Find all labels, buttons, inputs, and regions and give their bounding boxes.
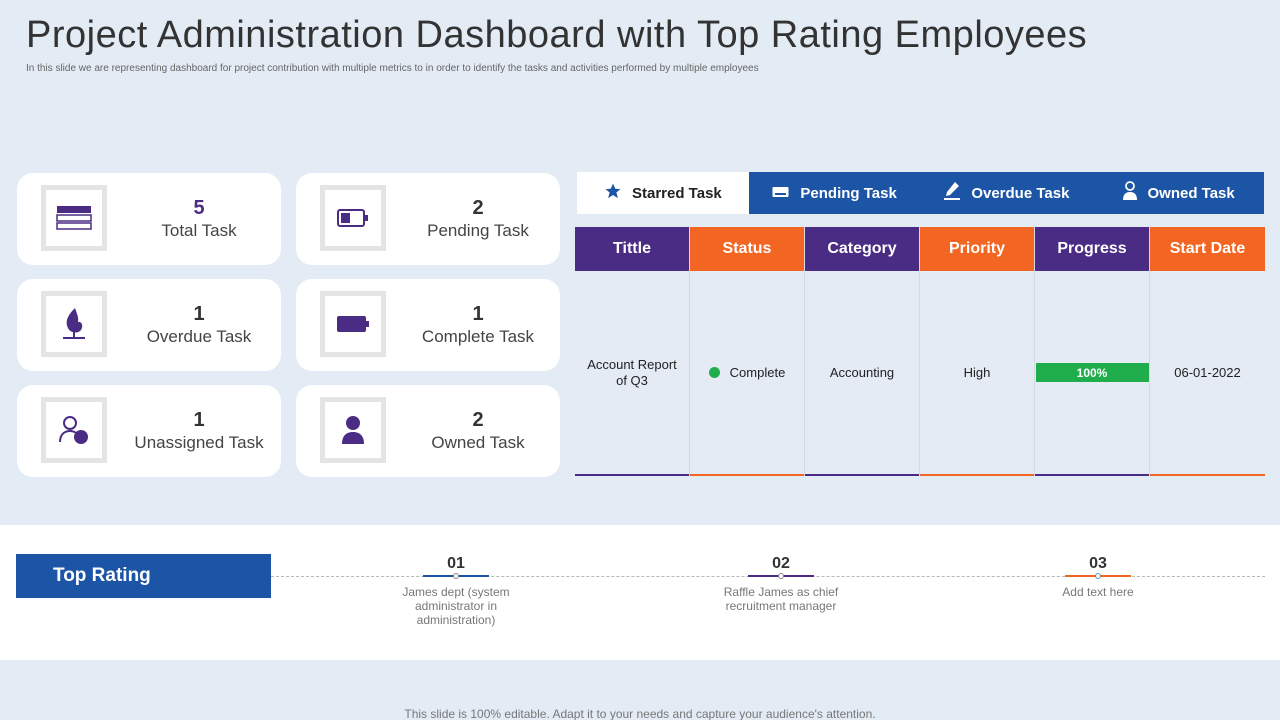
table-column-status: Status Complete xyxy=(690,227,805,476)
pen-icon xyxy=(943,181,961,205)
page-subtitle: In this slide we are representing dashbo… xyxy=(26,63,759,74)
battery-full-icon xyxy=(320,291,386,357)
tab-label: Owned Task xyxy=(1147,184,1235,202)
flame-icon xyxy=(41,291,107,357)
table-header: Priority xyxy=(920,227,1034,271)
tab-label: Starred Task xyxy=(631,184,722,202)
card-label: Total Task xyxy=(161,221,237,240)
rank-underline xyxy=(1065,573,1131,579)
table-column-category: Category Accounting xyxy=(805,227,920,476)
table-cell-title: Account Report of Q3 xyxy=(575,271,689,476)
table-cell-progress: 100% xyxy=(1035,271,1149,476)
card-total-task[interactable]: 5 Total Task xyxy=(17,173,281,265)
card-label: Owned Task xyxy=(431,433,525,452)
card-owned-task[interactable]: 2 Owned Task xyxy=(296,385,560,477)
rank-underline xyxy=(748,573,814,579)
tab-overdue-task[interactable]: Overdue Task xyxy=(920,172,1093,214)
card-label: Complete Task xyxy=(421,327,535,346)
tab-label: Overdue Task xyxy=(971,184,1070,202)
rank-number: 03 xyxy=(1089,555,1107,572)
user-icon xyxy=(320,397,386,463)
table-cell-category: Accounting xyxy=(805,271,919,476)
tab-owned-task[interactable]: Owned Task xyxy=(1092,172,1264,214)
card-unassigned-task[interactable]: 1 Unassigned Task xyxy=(17,385,281,477)
list-icon xyxy=(41,185,107,251)
tab-pending-task[interactable]: Pending Task xyxy=(748,172,921,214)
table-column-progress: Progress 100% xyxy=(1035,227,1150,476)
rank-number: 02 xyxy=(772,555,790,572)
tab-starred-task[interactable]: Starred Task xyxy=(577,172,749,214)
table-header: Progress xyxy=(1035,227,1149,271)
tab-label: Pending Task xyxy=(800,184,897,202)
table-column-start-date: Start Date 06-01-2022 xyxy=(1150,227,1265,476)
rank-item: 03 Add text here xyxy=(988,555,1208,599)
rank-description: Raffle James as chief recruitment manage… xyxy=(723,585,839,613)
card-value: 1 xyxy=(472,303,484,325)
table-column-title: Tittle Account Report of Q3 xyxy=(575,227,690,476)
rank-description: Add text here xyxy=(1062,585,1134,599)
progress-bar: 100% xyxy=(1035,363,1149,382)
card-value: 2 xyxy=(472,197,484,219)
battery-icon xyxy=(772,185,790,202)
card-value: 1 xyxy=(193,409,205,431)
rank-number: 01 xyxy=(447,555,465,572)
card-pending-task[interactable]: 2 Pending Task xyxy=(296,173,560,265)
card-value: 5 xyxy=(193,197,205,219)
page-title: Project Administration Dashboard with To… xyxy=(26,14,1088,56)
status-text: Complete xyxy=(729,364,786,380)
top-rating-label: Top Rating xyxy=(16,554,271,598)
table-header: Status xyxy=(690,227,804,271)
table-column-priority: Priority High xyxy=(920,227,1035,476)
card-value: 2 xyxy=(472,409,484,431)
rank-description: James dept (system administrator in admi… xyxy=(402,585,510,627)
table-cell-status: Complete xyxy=(690,271,804,476)
table-header: Start Date xyxy=(1150,227,1265,271)
card-label: Unassigned Task xyxy=(134,433,264,452)
users-icon xyxy=(41,397,107,463)
card-overdue-task[interactable]: 1 Overdue Task xyxy=(17,279,281,371)
table-cell-start-date: 06-01-2022 xyxy=(1150,271,1265,476)
footer-note: This slide is 100% editable. Adapt it to… xyxy=(404,707,876,720)
task-table: Tittle Account Report of Q3 Status Compl… xyxy=(575,227,1265,476)
card-value: 1 xyxy=(193,303,205,325)
status-dot-icon xyxy=(708,367,720,378)
task-tabs: Starred Task Pending Task Overdue Task O… xyxy=(577,172,1264,214)
rank-underline xyxy=(423,573,489,579)
top-rating-section: Top Rating 01 James dept (system adminis… xyxy=(0,525,1280,660)
user-icon xyxy=(1122,181,1138,205)
card-label: Overdue Task xyxy=(146,327,252,346)
rank-item: 01 James dept (system administrator in a… xyxy=(346,555,566,627)
battery-low-icon xyxy=(320,185,386,251)
table-header: Category xyxy=(805,227,919,271)
table-cell-priority: High xyxy=(920,271,1034,476)
table-header: Tittle xyxy=(575,227,689,271)
card-label: Pending Task xyxy=(427,221,529,240)
card-complete-task[interactable]: 1 Complete Task xyxy=(296,279,560,371)
rank-item: 02 Raffle James as chief recruitment man… xyxy=(671,555,891,613)
star-icon xyxy=(604,182,622,204)
